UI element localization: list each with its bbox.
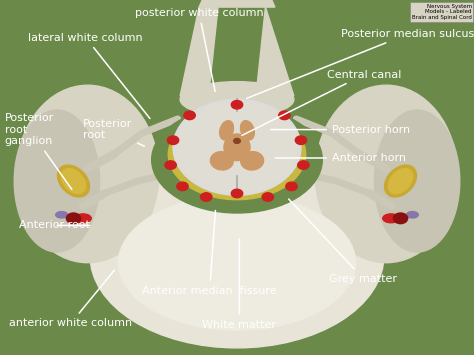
Text: Nervous System
Models - Labeled
Brain and Spinal Cord: Nervous System Models - Labeled Brain an… bbox=[412, 4, 472, 20]
Ellipse shape bbox=[61, 169, 86, 193]
Polygon shape bbox=[256, 7, 294, 96]
Circle shape bbox=[177, 182, 188, 191]
Circle shape bbox=[184, 111, 195, 120]
Text: White matter: White matter bbox=[202, 239, 276, 329]
Ellipse shape bbox=[241, 152, 264, 170]
Circle shape bbox=[66, 213, 81, 224]
Ellipse shape bbox=[374, 110, 460, 252]
Circle shape bbox=[298, 161, 309, 169]
Polygon shape bbox=[199, 0, 275, 7]
Ellipse shape bbox=[90, 163, 384, 348]
Ellipse shape bbox=[315, 85, 457, 263]
Ellipse shape bbox=[180, 82, 294, 117]
Ellipse shape bbox=[152, 106, 322, 213]
Ellipse shape bbox=[186, 116, 288, 182]
Circle shape bbox=[201, 193, 212, 201]
Circle shape bbox=[393, 213, 408, 224]
Ellipse shape bbox=[118, 195, 356, 330]
Ellipse shape bbox=[56, 212, 67, 218]
Text: Posterior
root
ganglion: Posterior root ganglion bbox=[5, 113, 72, 190]
Ellipse shape bbox=[17, 85, 159, 263]
Circle shape bbox=[176, 102, 298, 193]
Ellipse shape bbox=[210, 152, 233, 170]
Text: Central canal: Central canal bbox=[242, 70, 401, 136]
Text: Posterior horn: Posterior horn bbox=[271, 125, 410, 135]
Ellipse shape bbox=[384, 165, 417, 197]
Ellipse shape bbox=[179, 113, 295, 189]
Text: Anterior horn: Anterior horn bbox=[275, 153, 406, 163]
Circle shape bbox=[234, 138, 240, 143]
Text: posterior white column: posterior white column bbox=[135, 8, 264, 91]
Circle shape bbox=[231, 100, 243, 109]
Ellipse shape bbox=[388, 169, 413, 193]
Ellipse shape bbox=[14, 110, 100, 252]
Text: anterior white column: anterior white column bbox=[9, 270, 133, 328]
Ellipse shape bbox=[406, 212, 418, 218]
Text: Anterior median  fissure: Anterior median fissure bbox=[142, 211, 277, 296]
Ellipse shape bbox=[57, 165, 90, 197]
Ellipse shape bbox=[168, 109, 306, 200]
Text: Posterior median sulcus: Posterior median sulcus bbox=[246, 29, 474, 98]
Circle shape bbox=[286, 182, 297, 191]
Circle shape bbox=[173, 99, 301, 195]
Circle shape bbox=[167, 136, 179, 144]
Ellipse shape bbox=[383, 214, 399, 223]
Ellipse shape bbox=[224, 134, 250, 160]
Circle shape bbox=[262, 193, 273, 201]
Text: Grey matter: Grey matter bbox=[289, 199, 397, 284]
Text: Anterior root: Anterior root bbox=[19, 220, 90, 230]
Text: Posterior
root: Posterior root bbox=[83, 119, 145, 146]
Text: lateral white column: lateral white column bbox=[28, 33, 150, 119]
Ellipse shape bbox=[74, 214, 91, 223]
Circle shape bbox=[165, 161, 176, 169]
Ellipse shape bbox=[240, 121, 255, 140]
Polygon shape bbox=[180, 7, 218, 96]
Circle shape bbox=[231, 189, 243, 198]
Circle shape bbox=[279, 111, 290, 120]
Ellipse shape bbox=[219, 121, 234, 140]
Circle shape bbox=[295, 136, 307, 144]
